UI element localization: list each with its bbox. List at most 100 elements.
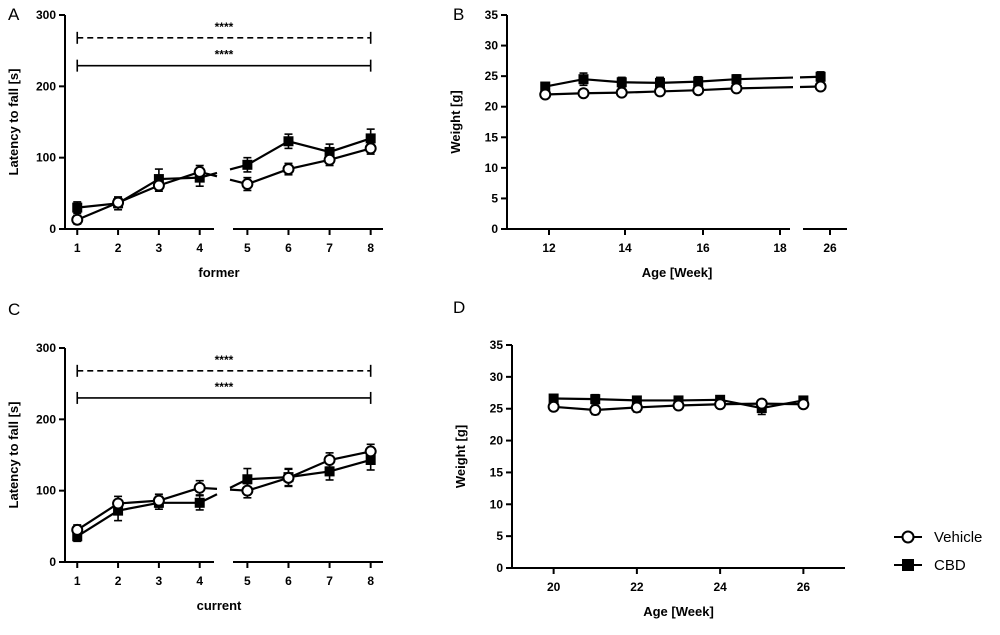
data-point-vehicle-a	[72, 215, 82, 225]
data-point-vehicle-b	[816, 82, 826, 92]
series-line-vehicle-c	[247, 451, 370, 490]
series-line-cbd-a	[247, 138, 370, 164]
data-point-vehicle-d	[674, 401, 684, 411]
data-point-vehicle-b	[578, 88, 588, 98]
y-tick-label-a: 100	[36, 151, 56, 165]
x-tick-label-d: 22	[630, 580, 644, 594]
y-tick-label-d: 0	[496, 561, 503, 575]
y-tick-label-b: 30	[485, 39, 499, 53]
y-tick-label-c: 100	[36, 484, 56, 498]
data-point-cbd-b	[578, 74, 588, 84]
data-point-vehicle-d	[632, 402, 642, 412]
data-point-vehicle-d	[798, 399, 808, 409]
series-line-vehicle-a	[77, 172, 199, 220]
panel-label-b: B	[453, 5, 464, 24]
y-axis-title-b: Weight [g]	[448, 90, 463, 153]
data-point-cbd-c	[195, 498, 205, 508]
significance-label-c: ****	[215, 353, 234, 367]
x-tick-label-b: 18	[773, 241, 787, 255]
data-point-vehicle-c	[366, 446, 376, 456]
x-tick-label-c: 3	[156, 574, 163, 588]
panel-label-c: C	[8, 300, 20, 319]
x-tick-label-a: 3	[156, 241, 163, 255]
y-tick-label-b: 10	[485, 161, 499, 175]
data-point-vehicle-c	[154, 496, 164, 506]
x-axis-title-b: Age [Week]	[642, 265, 713, 280]
y-tick-label-c: 200	[36, 412, 56, 426]
data-point-vehicle-a	[325, 155, 335, 165]
y-axis-title-a: Latency to fall [s]	[6, 69, 21, 176]
series-line-vehicle-b	[545, 88, 736, 94]
x-tick-label-d: 20	[547, 580, 561, 594]
legend-marker-vehicle	[903, 532, 914, 543]
y-tick-label-c: 0	[49, 555, 56, 569]
data-point-vehicle-c	[113, 499, 123, 509]
data-point-vehicle-d	[549, 402, 559, 412]
x-tick-label-a: 5	[244, 241, 251, 255]
y-tick-label-a: 300	[36, 8, 56, 22]
y-tick-label-b: 25	[485, 69, 499, 83]
data-point-vehicle-c	[283, 473, 293, 483]
data-point-cbd-b	[617, 77, 627, 87]
data-point-vehicle-b	[655, 86, 665, 96]
y-tick-label-d: 35	[490, 338, 504, 352]
x-axis-title-a: former	[198, 265, 239, 280]
x-tick-label-c: 4	[196, 574, 203, 588]
x-axis-title-c: current	[197, 598, 242, 613]
y-tick-label-d: 25	[490, 402, 504, 416]
x-tick-label-a: 7	[326, 241, 333, 255]
significance-label-a: ****	[215, 20, 234, 34]
data-point-vehicle-a	[154, 180, 164, 190]
x-tick-label-a: 6	[285, 241, 292, 255]
y-axis-title-d: Weight [g]	[453, 425, 468, 488]
series-line-cbd-b	[545, 79, 736, 86]
y-tick-label-d: 15	[490, 465, 504, 479]
x-tick-label-b: 26	[823, 241, 837, 255]
y-tick-label-b: 5	[491, 191, 498, 205]
x-tick-label-c: 1	[74, 574, 81, 588]
data-point-cbd-b	[816, 72, 826, 82]
significance-label-c: ****	[215, 380, 234, 394]
y-tick-label-b: 15	[485, 130, 499, 144]
data-point-vehicle-b	[540, 89, 550, 99]
data-point-vehicle-c	[195, 483, 205, 493]
x-tick-label-c: 8	[367, 574, 374, 588]
data-point-vehicle-b	[731, 83, 741, 93]
x-tick-label-a: 8	[367, 241, 374, 255]
x-tick-label-c: 7	[326, 574, 333, 588]
y-tick-label-d: 5	[496, 529, 503, 543]
y-tick-label-b: 20	[485, 100, 499, 114]
x-tick-label-a: 4	[196, 241, 203, 255]
x-tick-label-d: 24	[713, 580, 727, 594]
x-tick-label-d: 26	[797, 580, 811, 594]
data-point-vehicle-b	[693, 85, 703, 95]
data-point-vehicle-a	[366, 143, 376, 153]
panel-label-d: D	[453, 298, 465, 317]
x-tick-label-b: 16	[696, 241, 710, 255]
y-tick-label-d: 20	[490, 434, 504, 448]
x-tick-label-c: 5	[244, 574, 251, 588]
data-point-vehicle-d	[590, 405, 600, 415]
data-point-vehicle-a	[113, 198, 123, 208]
legend-label-cbd: CBD	[934, 557, 966, 574]
panel-label-a: A	[8, 5, 20, 24]
data-point-vehicle-d	[715, 399, 725, 409]
x-tick-label-c: 6	[285, 574, 292, 588]
y-tick-label-b: 35	[485, 8, 499, 22]
x-tick-label-c: 2	[115, 574, 122, 588]
data-point-vehicle-c	[72, 525, 82, 535]
series-line-cbd-c	[77, 503, 199, 537]
x-tick-label-b: 12	[542, 241, 556, 255]
significance-label-a: ****	[215, 48, 234, 62]
y-tick-label-a: 0	[49, 222, 56, 236]
data-point-vehicle-b	[617, 88, 627, 98]
y-tick-label-d: 10	[490, 497, 504, 511]
data-point-vehicle-d	[757, 399, 767, 409]
y-tick-label-a: 200	[36, 79, 56, 93]
data-point-cbd-a	[72, 203, 82, 213]
legend-marker-cbd	[902, 559, 914, 571]
series-break-line-cbd-b	[736, 78, 793, 80]
y-tick-label-d: 30	[490, 370, 504, 384]
